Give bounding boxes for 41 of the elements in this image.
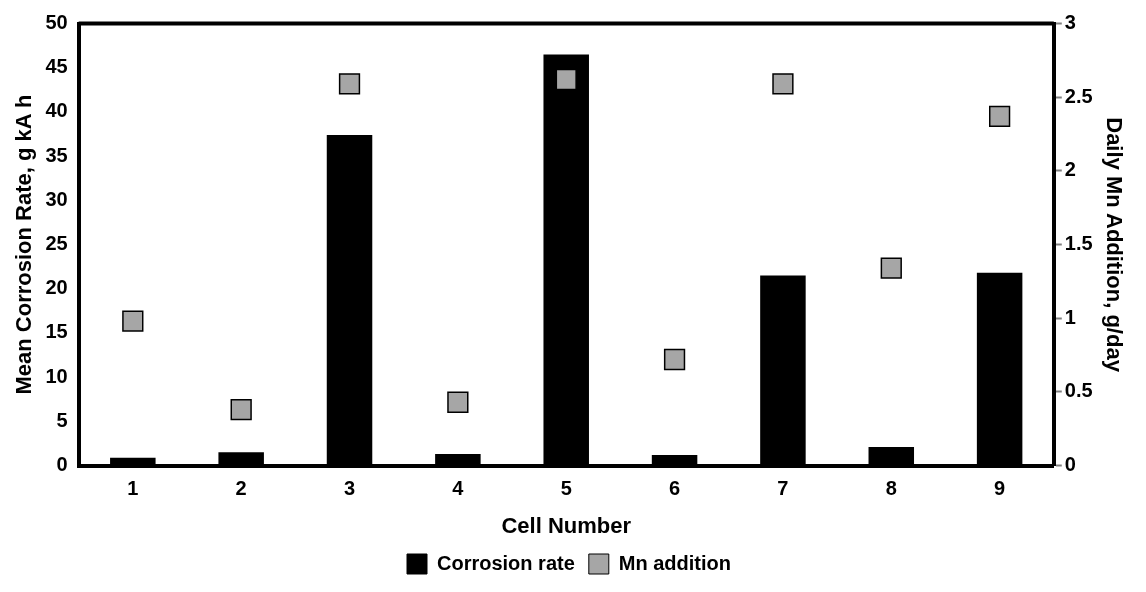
x-tick-label: 6 xyxy=(669,477,681,500)
y-axis-title: Mean Corrosion Rate, g kA h xyxy=(11,94,37,395)
x-tick-label: 5 xyxy=(560,477,572,500)
x-tick-label: 4 xyxy=(452,477,465,500)
x-tick-label: 8 xyxy=(885,477,897,500)
y-tick-label: 35 xyxy=(45,143,68,166)
x-tick-label: 2 xyxy=(235,477,247,500)
y-tick-label: 25 xyxy=(45,232,68,255)
y2-tick-label: 1 xyxy=(1064,305,1076,328)
y-tick-label: 50 xyxy=(45,11,68,34)
y-tick-label: 0 xyxy=(56,453,68,476)
y-tick-label: 20 xyxy=(45,276,68,299)
point xyxy=(122,310,144,332)
point xyxy=(772,73,794,95)
y2-tick-label: 3 xyxy=(1064,11,1076,34)
y-tick-label: 10 xyxy=(45,364,68,387)
y2-tick-label: 0.5 xyxy=(1064,379,1093,402)
x-tick-label: 7 xyxy=(777,477,789,500)
y2-axis-title: Daily Mn Addition, g/day xyxy=(1101,117,1127,373)
legend-label: Mn addition xyxy=(618,551,732,574)
y-tick-label: 15 xyxy=(45,320,68,343)
point xyxy=(663,348,686,371)
x-axis-title: Cell Number xyxy=(501,512,632,538)
y-tick-label: 45 xyxy=(45,55,68,78)
point xyxy=(230,398,252,421)
x-tick-label: 1 xyxy=(127,477,139,500)
y2-tick-label: 0 xyxy=(1064,453,1076,476)
y-tick-label: 40 xyxy=(45,99,68,122)
y2-tick-label: 2 xyxy=(1064,158,1076,181)
x-tick-label: 9 xyxy=(994,477,1006,500)
y-tick-label: 5 xyxy=(56,408,68,431)
point xyxy=(447,391,469,413)
point xyxy=(338,73,361,95)
point xyxy=(988,105,1011,127)
point xyxy=(880,257,902,279)
x-tick-label: 3 xyxy=(343,477,356,500)
y2-tick-label: 1.5 xyxy=(1064,232,1093,255)
y-tick-label: 30 xyxy=(45,187,68,210)
y2-tick-label: 2.5 xyxy=(1064,84,1093,107)
point xyxy=(555,68,577,91)
legend-label: Corrosion rate xyxy=(437,551,575,574)
